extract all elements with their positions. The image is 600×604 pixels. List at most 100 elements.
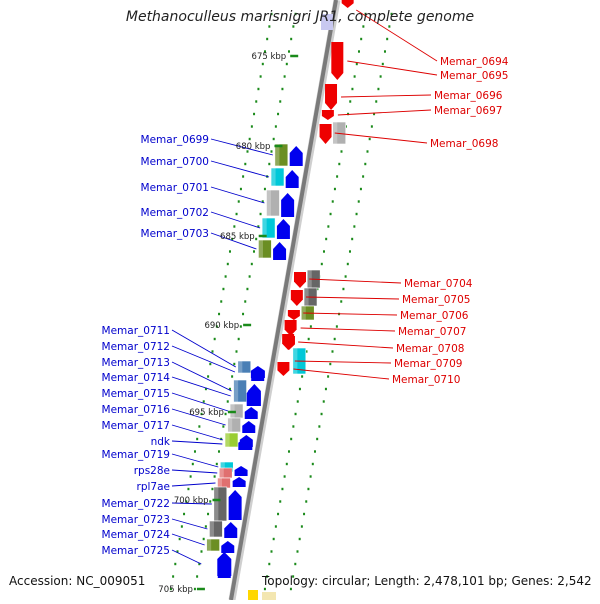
forward-gene-label[interactable]: rps28e [134, 465, 170, 477]
tick-dot [320, 412, 323, 416]
forward-gene-Memar_0716[interactable] [227, 417, 241, 433]
reverse-label-leader [303, 312, 398, 316]
forward-strand-arrow[interactable] [276, 219, 290, 239]
tick-dot [196, 437, 199, 441]
reverse-gene-label[interactable]: Memar_0704 [404, 278, 473, 290]
forward-gene-Memar_0701[interactable] [266, 189, 280, 217]
forward-gene-label[interactable]: Memar_0716 [102, 404, 171, 416]
reverse-gene-Memar_0696[interactable] [325, 84, 338, 110]
forward-strand-arrow[interactable] [281, 193, 295, 217]
reverse-label-leader [356, 9, 438, 62]
forward-label-leader [171, 502, 212, 505]
forward-gene-Memar_0717[interactable] [224, 432, 239, 448]
reverse-gene-label[interactable]: Memar_0708 [396, 343, 464, 355]
forward-gene-label[interactable]: Memar_0722 [102, 498, 170, 510]
tick-dot [187, 487, 190, 491]
kbp-mark-label: 695 kbp [189, 408, 224, 418]
reverse-gene-label[interactable]: Memar_0695 [440, 70, 508, 82]
tick-dot [359, 187, 362, 191]
tick-dot [242, 312, 245, 316]
forward-gene-label[interactable]: Memar_0701 [141, 182, 209, 194]
reverse-strand-arrow[interactable] [282, 336, 295, 350]
forward-gene-Memar_0711[interactable] [237, 360, 252, 374]
forward-strand-arrow[interactable] [224, 522, 238, 538]
reverse-gene-label[interactable]: Memar_0707 [398, 326, 466, 338]
reverse-gene-label[interactable]: Memar_0698 [430, 138, 498, 150]
kbp-mark-label: 700 kbp [174, 496, 209, 506]
reverse-gene-label[interactable]: Memar_0697 [434, 105, 502, 117]
tick-dot [239, 325, 242, 328]
forward-gene-label[interactable]: Memar_0703 [141, 228, 209, 240]
reverse-gene-label[interactable]: Memar_0706 [400, 310, 469, 322]
forward-gene-label[interactable]: Memar_0700 [141, 156, 209, 168]
forward-gene-Memar_0713[interactable] [233, 379, 247, 403]
forward-gene-Memar_0724[interactable] [206, 538, 220, 552]
forward-strand-arrow[interactable] [217, 556, 231, 578]
forward-strand-arrow[interactable] [242, 421, 256, 433]
forward-gene-label[interactable]: Memar_0699 [141, 134, 209, 146]
reverse-gene-label[interactable]: Memar_0705 [402, 294, 470, 306]
tick-dot [244, 162, 247, 166]
tick-dot [281, 87, 284, 91]
reverse-gene-label[interactable]: Memar_0694 [440, 56, 509, 68]
tick-dot [176, 550, 179, 553]
forward-gene-label[interactable]: Memar_0713 [102, 357, 170, 369]
forward-gene-rps28e[interactable] [218, 467, 233, 479]
forward-strand-arrow[interactable] [234, 466, 248, 476]
forward-gene-label[interactable]: Memar_0714 [102, 372, 171, 384]
tick-dot [331, 200, 334, 203]
forward-strand-arrow[interactable] [289, 146, 303, 166]
forward-gene-label[interactable]: Memar_0717 [102, 420, 170, 432]
reverse-gene-label[interactable]: Memar_0696 [434, 90, 503, 102]
forward-strand-arrow[interactable] [244, 407, 258, 419]
tick-dot [261, 62, 264, 66]
forward-gene-label[interactable]: Memar_0724 [102, 529, 171, 541]
forward-gene-label[interactable]: ndk [151, 436, 171, 448]
reverse-gene-Memar_0707[interactable] [284, 320, 297, 336]
tick-dot [231, 237, 234, 241]
reverse-strand-arrow[interactable] [287, 310, 300, 320]
tick-dot [322, 400, 325, 403]
forward-gene-label[interactable]: Memar_0702 [141, 207, 209, 219]
forward-strand-arrow[interactable] [251, 371, 265, 381]
forward-gene-Memar_0700[interactable] [270, 167, 285, 187]
forward-gene-Memar_0699[interactable] [274, 143, 289, 167]
forward-gene-Memar_0722[interactable] [213, 486, 228, 522]
tick-dot [222, 425, 225, 428]
forward-gene-label[interactable]: Memar_0712 [102, 341, 170, 353]
forward-strand-arrow[interactable] [247, 384, 261, 406]
tick-dot [220, 300, 223, 303]
tick-dot [342, 287, 345, 291]
forward-gene-Memar_0702[interactable] [261, 217, 276, 239]
reverse-gene-Memar_0698[interactable] [332, 121, 347, 145]
forward-strand-arrow[interactable] [285, 170, 299, 188]
forward-gene-Memar_0703[interactable] [258, 239, 272, 259]
forward-strand-arrow[interactable] [221, 541, 235, 553]
forward-gene-label[interactable]: Memar_0719 [102, 449, 170, 461]
forward-gene-label[interactable]: Memar_0715 [102, 388, 170, 400]
forward-gene-rpl7ae[interactable] [217, 477, 231, 489]
tick-dot [327, 375, 330, 378]
forward-strand-arrow[interactable] [239, 435, 253, 447]
forward-strand-arrow[interactable] [228, 490, 242, 520]
reverse-gene-Memar_0710[interactable] [277, 362, 290, 376]
reverse-gene-label[interactable]: Memar_0709 [394, 358, 462, 370]
forward-gene-label[interactable]: rpl7ae [137, 481, 170, 493]
forward-gene-label[interactable]: Memar_0711 [102, 325, 170, 337]
reverse-gene-Memar_0697[interactable] [321, 110, 334, 120]
forward-strand-arrow[interactable] [232, 477, 246, 487]
reverse-strand-arrow[interactable] [290, 290, 303, 306]
reverse-gene-label[interactable]: Memar_0710 [392, 374, 460, 386]
reverse-strand-arrow[interactable] [294, 272, 306, 288]
forward-gene-label[interactable]: Memar_0723 [102, 514, 170, 526]
forward-gene-label[interactable]: Memar_0725 [102, 545, 170, 557]
reverse-gene-Memar_0694[interactable] [341, 0, 354, 8]
tick-dot [292, 25, 295, 28]
tick-dot [368, 137, 371, 141]
tick-dot [296, 550, 299, 553]
reverse-strand-arrow[interactable] [319, 124, 332, 144]
reverse-gene-Memar_0695[interactable] [331, 42, 344, 80]
forward-strand-arrow[interactable] [273, 242, 287, 260]
forward-gene-Memar_0723[interactable] [209, 520, 223, 538]
